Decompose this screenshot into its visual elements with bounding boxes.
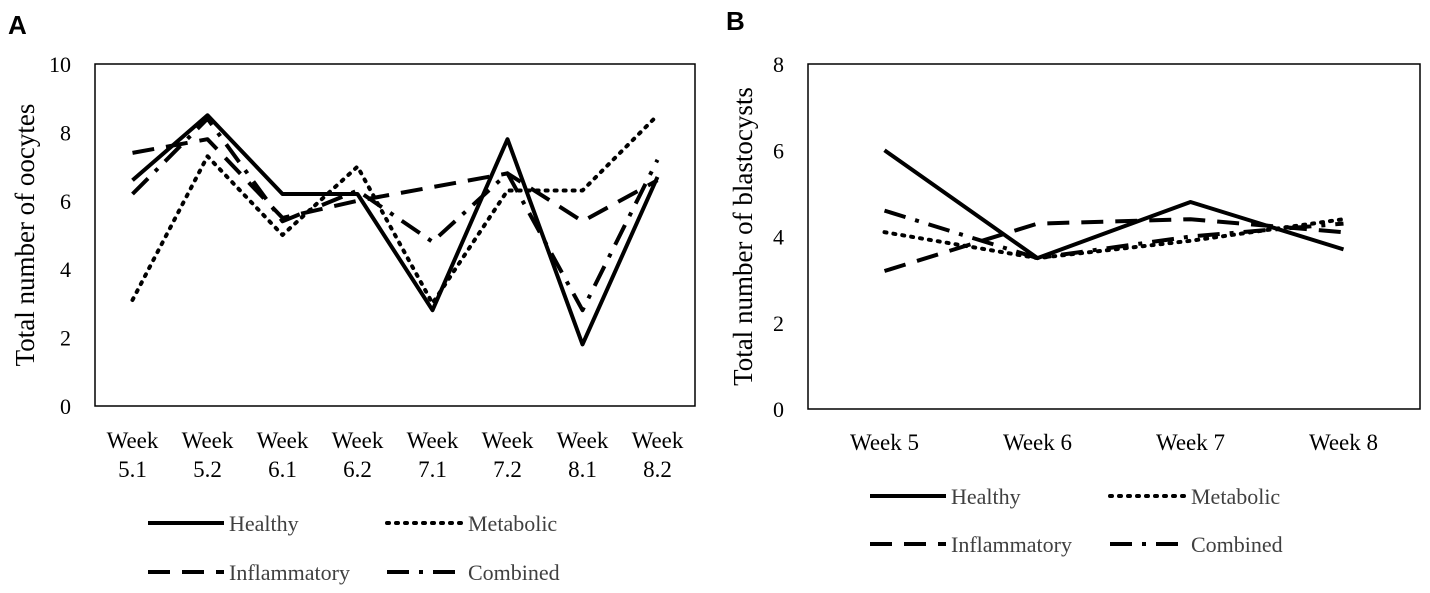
x-tick-label: Week (482, 428, 534, 453)
x-tick-label: Week 5 (850, 430, 919, 455)
legend-label-combined: Combined (1191, 532, 1283, 557)
series-line-inflammatory (132, 137, 659, 224)
x-tick-label: Week (407, 428, 459, 453)
y-axis-label: Total number of blastocysts (728, 87, 758, 386)
x-tick-label: Week (632, 428, 684, 453)
plot-area-b (807, 63, 1421, 410)
panel-a: A 0 2 4 6 8 10 Total number of oocytes Week 5.1 W… (8, 10, 696, 585)
y-tick-label: 2 (773, 311, 784, 336)
x-tick-label: Week (332, 428, 384, 453)
panel-b: B 0 2 4 6 8 Total number of blastocysts Week 5… (726, 6, 1421, 557)
x-tick-label: 6.2 (343, 457, 372, 482)
x-tick-label: Week (557, 428, 609, 453)
x-tick-label: 6.1 (268, 457, 297, 482)
panel-b-letter: B (726, 6, 745, 36)
plot-area-a (94, 63, 696, 407)
x-tick-label: 7.2 (493, 457, 522, 482)
legend-label-inflammatory: Inflammatory (951, 532, 1072, 557)
series-line-healthy (883, 148, 1345, 261)
y-tick-label: 2 (60, 326, 71, 351)
series-line-healthy (131, 113, 660, 347)
x-tick-label: Week 7 (1156, 430, 1225, 455)
x-tick-label: 7.1 (418, 457, 447, 482)
y-tick-label: 0 (773, 397, 784, 422)
series-line-combined (131, 116, 660, 313)
series-line-combined (883, 208, 1344, 261)
legend-label-healthy: Healthy (951, 484, 1021, 509)
series-line-metabolic (130, 113, 660, 306)
y-axis-label: Total number of oocytes (10, 104, 40, 367)
x-tick-label: Week 8 (1309, 430, 1378, 455)
y-tick-label: 0 (60, 394, 71, 419)
x-tick-label: 8.2 (643, 457, 672, 482)
series-line-metabolic (882, 217, 1346, 261)
x-tick-label: 5.2 (193, 457, 222, 482)
x-tick-label: 5.1 (118, 457, 147, 482)
x-tick-label: Week (182, 428, 234, 453)
legend-label-combined: Combined (468, 560, 560, 585)
legend-label-metabolic: Metabolic (468, 511, 557, 536)
y-tick-label: 6 (60, 189, 71, 214)
y-tick-label: 8 (60, 120, 71, 145)
x-tick-label: Week (107, 428, 159, 453)
legend-label-inflammatory: Inflammatory (229, 560, 350, 585)
x-tick-label: Week (257, 428, 309, 453)
x-tick-label: 8.1 (568, 457, 597, 482)
y-tick-label: 10 (49, 52, 71, 77)
y-tick-label: 4 (60, 257, 71, 282)
x-tick-label: Week 6 (1003, 430, 1072, 455)
y-tick-label: 8 (773, 52, 784, 77)
y-tick-label: 4 (773, 225, 784, 250)
series-line-inflammatory (883, 217, 1344, 273)
panel-a-letter: A (8, 10, 27, 40)
y-tick-label: 6 (773, 138, 784, 163)
legend-label-metabolic: Metabolic (1191, 484, 1280, 509)
legend-label-healthy: Healthy (229, 511, 299, 536)
